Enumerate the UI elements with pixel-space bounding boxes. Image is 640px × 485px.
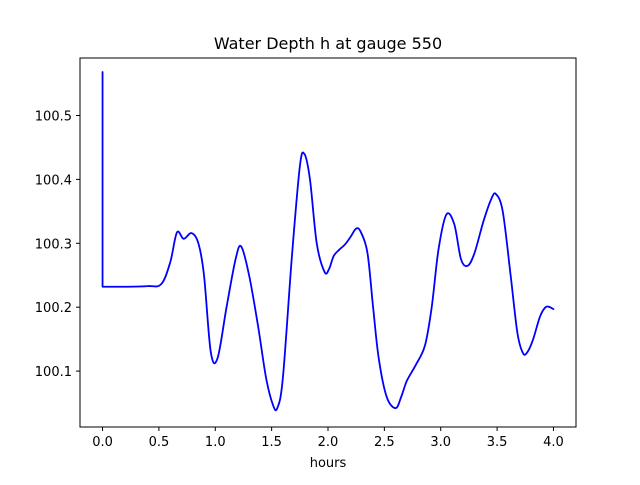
x-axis: 0.0 0.5 1.0 1.5 2.0 2.5 3.0 3.5 4.0 (92, 427, 564, 450)
water-depth-series-line (101, 71, 555, 412)
x-tick-label: 2.0 (318, 435, 339, 450)
y-axis: 100.1 100.2 100.3 100.4 100.5 (35, 110, 80, 380)
x-tick-label: 1.0 (205, 435, 226, 450)
y-tick-label: 100.1 (35, 365, 72, 380)
x-tick-label: 4.0 (543, 435, 564, 450)
x-tick-label: 0.5 (149, 435, 170, 450)
chart-title: Water Depth h at gauge 550 (214, 34, 442, 53)
plot-area-frame (79, 57, 577, 428)
y-tick-label: 100.3 (35, 237, 72, 252)
x-axis-label: hours (310, 456, 347, 471)
y-tick-label: 100.2 (35, 301, 72, 316)
x-tick-label: 3.0 (430, 435, 451, 450)
y-tick-label: 100.5 (35, 110, 72, 125)
x-tick-label: 0.0 (92, 435, 113, 450)
x-tick-label: 3.5 (487, 435, 508, 450)
x-tick-label: 2.5 (374, 435, 395, 450)
x-tick-label: 1.5 (261, 435, 282, 450)
y-tick-label: 100.4 (35, 173, 72, 188)
